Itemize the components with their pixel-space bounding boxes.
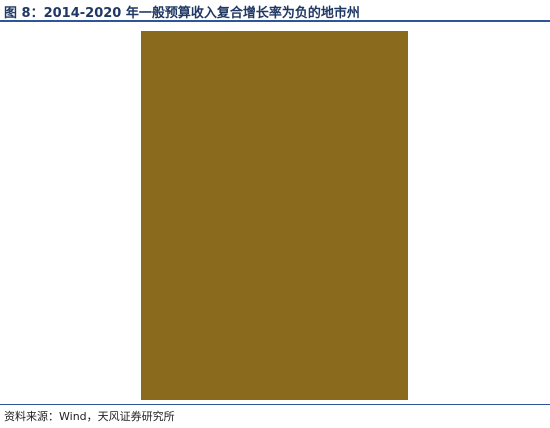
heatmap-table	[142, 32, 407, 399]
figure-title: 图 8：2014-2020 年一般预算收入复合增长率为负的地市州	[4, 6, 360, 21]
heatmap-table-frame	[141, 31, 408, 400]
source-note: 资料来源：Wind，天风证券研究所	[4, 410, 175, 423]
source-divider	[0, 404, 550, 405]
table-body	[142, 32, 407, 399]
title-underline	[0, 20, 550, 22]
